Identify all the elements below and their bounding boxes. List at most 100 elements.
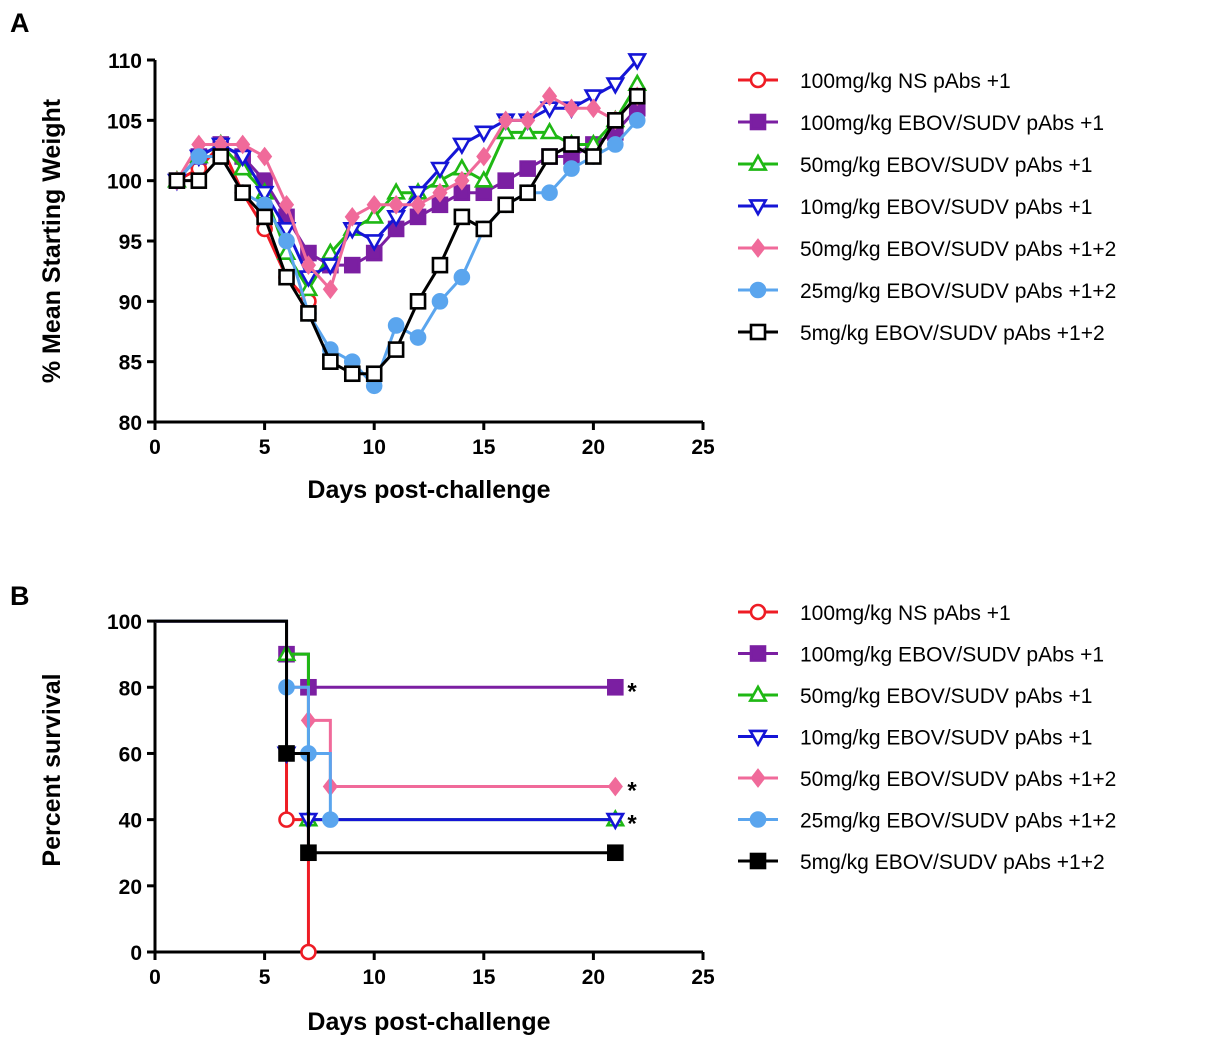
- series-point-a-6-6: [300, 305, 317, 322]
- legend-label-a-0: 100mg/kg NS pAbs +1: [800, 70, 1011, 93]
- legend-label-b-1: 100mg/kg EBOV/SUDV pAbs +1: [800, 644, 1104, 667]
- legend-marker-b-1: [749, 645, 767, 662]
- series-a-6: [168, 87, 646, 383]
- series-point-a-2-16: [517, 121, 538, 140]
- series-point-a-6-4: [256, 208, 273, 226]
- series-point-a-4-18: [563, 98, 580, 119]
- y-axis-title-a: % Mean Starting Weight: [38, 98, 66, 383]
- legend-marker-b-2: [748, 684, 768, 702]
- series-point-a-6-13: [453, 208, 471, 226]
- series-point-a-4-16: [520, 110, 536, 131]
- y-tick-label-b-0: 0: [130, 942, 142, 965]
- legend-marker-a-1: [749, 113, 767, 131]
- panel-a-weight-chart: A 0 5 10 15 20 25 80 85 90 95 100 105 110 Days post-ch…: [10, 8, 1116, 504]
- series-b-6: [155, 619, 624, 862]
- series-point-a-4-13: [454, 170, 470, 191]
- y-tick-label-b-3: 60: [119, 743, 142, 766]
- legend-label-a-4: 50mg/kg EBOV/SUDV pAbs +1+2: [800, 238, 1116, 261]
- legend-a: 100mg/kg NS pAbs +1 100mg/kg EBOV/SUDV pA…: [738, 70, 1116, 345]
- series-point-a-1-15: [497, 172, 515, 189]
- series-point-a-3-7: [320, 258, 341, 276]
- series-point-a-2-17: [539, 121, 560, 140]
- series-point-a-4-9: [366, 194, 382, 215]
- panel-letter-b: B: [10, 581, 30, 611]
- legend-marker-a-2: [748, 153, 768, 171]
- series-point-a-6-19: [585, 148, 602, 165]
- series-b-0: [155, 619, 317, 961]
- series-point-a-6-9: [365, 365, 383, 383]
- series-point-a-2-9: [364, 206, 385, 224]
- x-tick-label-a-0: 0: [149, 436, 161, 459]
- series-point-b-0-1: [278, 811, 295, 828]
- y-tick-label-b-1: 20: [119, 876, 142, 899]
- x-tick-label-a-1: 5: [259, 436, 271, 459]
- series-point-a-6-15: [497, 196, 515, 214]
- x-tick-label-a-3: 15: [472, 436, 496, 459]
- y-tick-label-a-6: 110: [108, 50, 142, 73]
- series-line-b-6: [155, 619, 616, 855]
- series-line-a-6: [176, 95, 639, 376]
- y-tick-label-a-5: 105: [107, 110, 142, 133]
- series-point-a-4-15: [498, 110, 514, 131]
- legend-label-a-2: 50mg/kg EBOV/SUDV pAbs +1: [800, 154, 1092, 177]
- legend-label-a-6: 5mg/kg EBOV/SUDV pAbs +1+2: [800, 322, 1105, 345]
- series-point-a-2-3: [232, 157, 253, 176]
- series-line-b-4: [155, 619, 616, 789]
- x-tick-label-b-0: 0: [149, 966, 161, 989]
- significance-star-b-2: *: [627, 811, 637, 838]
- series-point-a-6-1: [190, 172, 208, 189]
- series-point-a-3-21: [627, 53, 648, 71]
- legend-marker-b-6: [749, 852, 767, 870]
- y-axis-title-b: Percent survival: [38, 673, 66, 866]
- x-tick-label-a-4: 20: [582, 436, 605, 459]
- series-point-a-6-10: [387, 341, 405, 358]
- legend-label-b-0: 100mg/kg NS pAbs +1: [800, 602, 1011, 625]
- series-point-b-0-2: [300, 943, 317, 961]
- y-tick-label-a-2: 90: [119, 291, 142, 314]
- legend-label-a-5: 25mg/kg EBOV/SUDV pAbs +1+2: [800, 280, 1116, 303]
- series-line-b-3: [155, 619, 616, 822]
- series-point-a-6-20: [607, 112, 624, 129]
- series-point-a-5-21: [628, 112, 646, 129]
- panel-letter-a: A: [10, 8, 30, 38]
- series-point-a-5-13: [453, 268, 471, 286]
- legend-marker-b-0: [749, 603, 767, 621]
- series-point-a-5-17: [541, 184, 558, 202]
- y-tick-label-a-4: 100: [107, 171, 142, 194]
- series-point-a-4-5: [278, 194, 295, 215]
- series-point-b-6-2: [300, 844, 317, 862]
- series-line-a-2: [175, 83, 639, 291]
- series-point-a-4-6: [300, 255, 317, 275]
- series-point-a-3-19: [583, 89, 604, 107]
- series-b-3: [155, 619, 626, 831]
- x-tick-label-b-2: 10: [363, 966, 386, 989]
- series-point-b-5-3: [322, 811, 339, 828]
- x-tick-label-b-5: 25: [691, 966, 715, 989]
- series-point-a-5-5: [278, 232, 295, 250]
- y-tick-label-b-5: 100: [107, 611, 142, 634]
- series-point-a-3-20: [605, 77, 626, 95]
- x-tick-label-a-2: 10: [363, 436, 386, 459]
- series-point-a-6-11: [409, 293, 427, 310]
- legend-marker-b-5: [749, 811, 767, 828]
- y-tick-label-a-1: 85: [119, 352, 143, 375]
- series-point-a-6-21: [628, 87, 646, 105]
- series-point-a-2-14: [473, 169, 494, 188]
- significance-star-b-4: *: [627, 778, 637, 805]
- x-tick-label-b-3: 15: [472, 966, 496, 989]
- series-point-a-3-4: [254, 185, 275, 204]
- series-point-a-3-12: [430, 161, 450, 180]
- series-point-a-3-5: [276, 222, 297, 240]
- series-point-b-3-end: [605, 812, 626, 831]
- legend-marker-b-4: [750, 768, 766, 788]
- series-b-4: *: [155, 619, 637, 805]
- series-point-b-6-1: [278, 745, 295, 762]
- series-point-a-6-3: [234, 184, 251, 202]
- legend-marker-a-3: [748, 199, 768, 217]
- series-point-a-2-15: [495, 121, 516, 140]
- series-point-a-4-11: [410, 194, 426, 215]
- series-point-a-4-10: [388, 194, 404, 215]
- x-axis-title-b: Days post-challenge: [307, 1008, 550, 1036]
- series-point-a-5-18: [563, 160, 580, 177]
